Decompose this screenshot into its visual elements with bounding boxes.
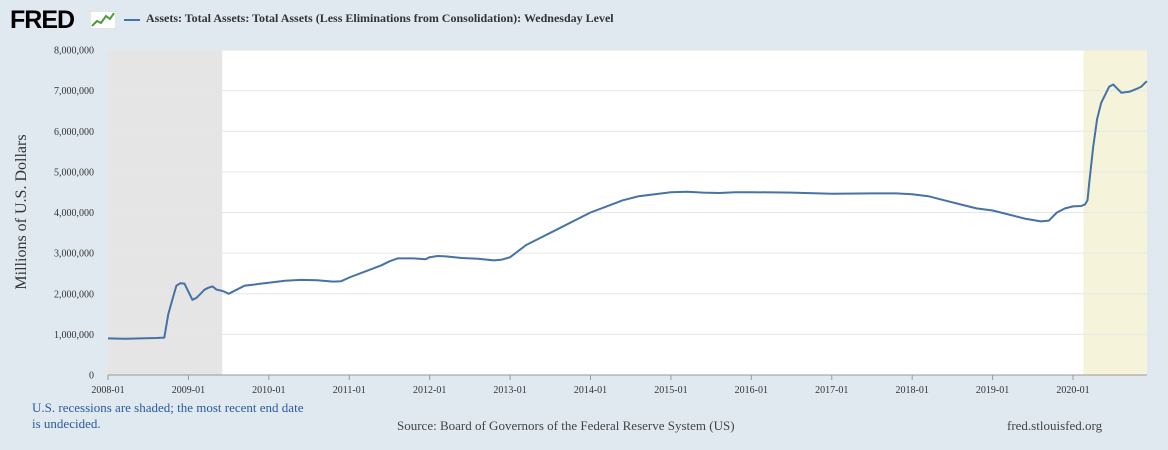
- y-tick-label: 6,000,000: [54, 127, 94, 138]
- x-tick-label: 2009-01: [172, 385, 205, 396]
- y-tick-label: 4,000,000: [54, 208, 94, 219]
- x-tick-label: 2017-01: [815, 385, 848, 396]
- series-layer: [107, 80, 1148, 340]
- y-axis-title: Millions of U.S. Dollars: [13, 134, 30, 289]
- x-tick-label: 2015-01: [654, 385, 687, 396]
- y-tick-label: 1,000,000: [54, 330, 94, 341]
- y-tick-label: 0: [89, 371, 94, 382]
- x-axis-ticks: 2008-01 2009-01 2010-01 2011-01 2012-01 2013-…: [91, 375, 1090, 396]
- x-tick-label: 2011-01: [333, 385, 366, 396]
- recession-note-line-2: is undecided.: [32, 416, 101, 431]
- legend-series-label[interactable]: Assets: Total Assets: Total Assets (Less…: [146, 11, 614, 25]
- y-axis-ticks: 0 1,000,000 2,000,000 3,000,000 4,000,000 5,0…: [54, 46, 94, 382]
- site-link[interactable]: fred.stlouisfed.org: [1007, 418, 1103, 433]
- x-tick-label: 2016-01: [735, 385, 768, 396]
- recession-note-line-1: U.S. recessions are shaded; the most rec…: [32, 400, 304, 415]
- source-note: Source: Board of Governors of the Federa…: [397, 418, 735, 433]
- series-line[interactable]: [107, 80, 1148, 340]
- x-tick-label: 2018-01: [896, 385, 929, 396]
- x-tick-label: 2013-01: [493, 385, 526, 396]
- x-tick-label: 2019-01: [976, 385, 1009, 396]
- y-tick-label: 7,000,000: [54, 86, 94, 97]
- x-tick-label: 2014-01: [574, 385, 607, 396]
- recession-note: U.S. recessions are shaded; the most rec…: [32, 400, 303, 432]
- y-tick-label: 2,000,000: [54, 289, 94, 300]
- fred-logo[interactable]: FRED: [10, 6, 75, 34]
- fred-chart-icon: [90, 11, 116, 29]
- y-tick-label: 5,000,000: [54, 167, 94, 178]
- gridlines: [108, 49, 1147, 376]
- x-tick-label: 2008-01: [91, 385, 124, 396]
- y-tick-label: 8,000,000: [54, 46, 94, 57]
- x-tick-label: 2020-01: [1056, 385, 1089, 396]
- x-tick-label: 2010-01: [252, 385, 285, 396]
- y-axis-title-text: Millions of U.S. Dollars: [13, 134, 30, 289]
- y-tick-label: 3,000,000: [54, 249, 94, 260]
- legend-series-swatch: [124, 19, 140, 21]
- x-tick-label: 2012-01: [413, 385, 446, 396]
